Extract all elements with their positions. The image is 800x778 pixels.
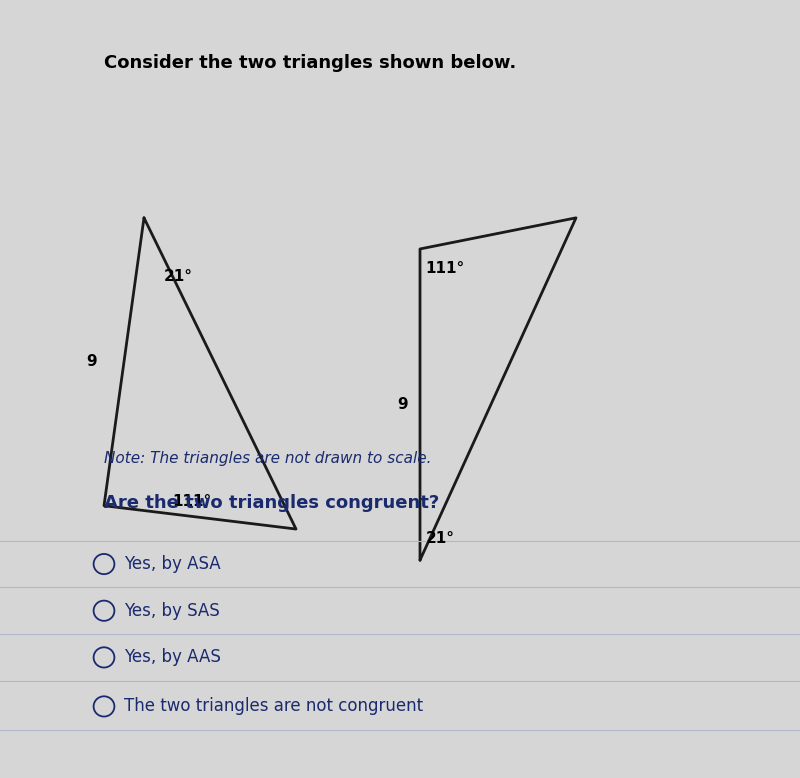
Text: 111°: 111° xyxy=(426,261,465,276)
Text: 9: 9 xyxy=(398,397,408,412)
Text: Yes, by SAS: Yes, by SAS xyxy=(124,601,220,620)
Text: Consider the two triangles shown below.: Consider the two triangles shown below. xyxy=(104,54,516,72)
Text: Yes, by AAS: Yes, by AAS xyxy=(124,648,221,667)
Text: Note: The triangles are not drawn to scale.: Note: The triangles are not drawn to sca… xyxy=(104,451,431,466)
Text: 21°: 21° xyxy=(426,531,454,546)
Text: The two triangles are not congruent: The two triangles are not congruent xyxy=(124,697,423,716)
Text: Yes, by ASA: Yes, by ASA xyxy=(124,555,221,573)
Text: 21°: 21° xyxy=(164,268,193,284)
Text: 9: 9 xyxy=(86,354,97,370)
Text: Are the two triangles congruent?: Are the two triangles congruent? xyxy=(104,494,439,512)
Text: 111°: 111° xyxy=(172,494,211,510)
